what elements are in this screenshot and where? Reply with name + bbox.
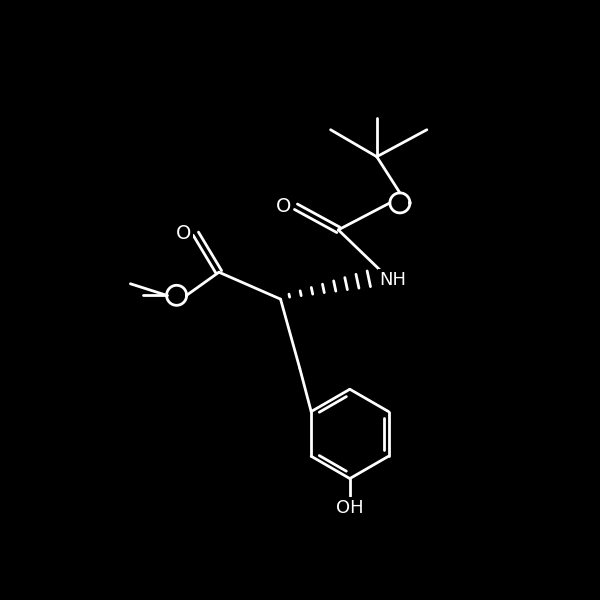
- Text: OH: OH: [336, 499, 364, 517]
- Text: O: O: [276, 197, 292, 216]
- Text: O: O: [176, 224, 191, 243]
- Text: O: O: [276, 197, 292, 216]
- Text: O: O: [176, 224, 191, 243]
- Polygon shape: [167, 285, 187, 305]
- Text: NH: NH: [379, 271, 406, 289]
- Text: OH: OH: [336, 499, 364, 517]
- Polygon shape: [390, 193, 410, 213]
- Text: NH: NH: [379, 271, 406, 289]
